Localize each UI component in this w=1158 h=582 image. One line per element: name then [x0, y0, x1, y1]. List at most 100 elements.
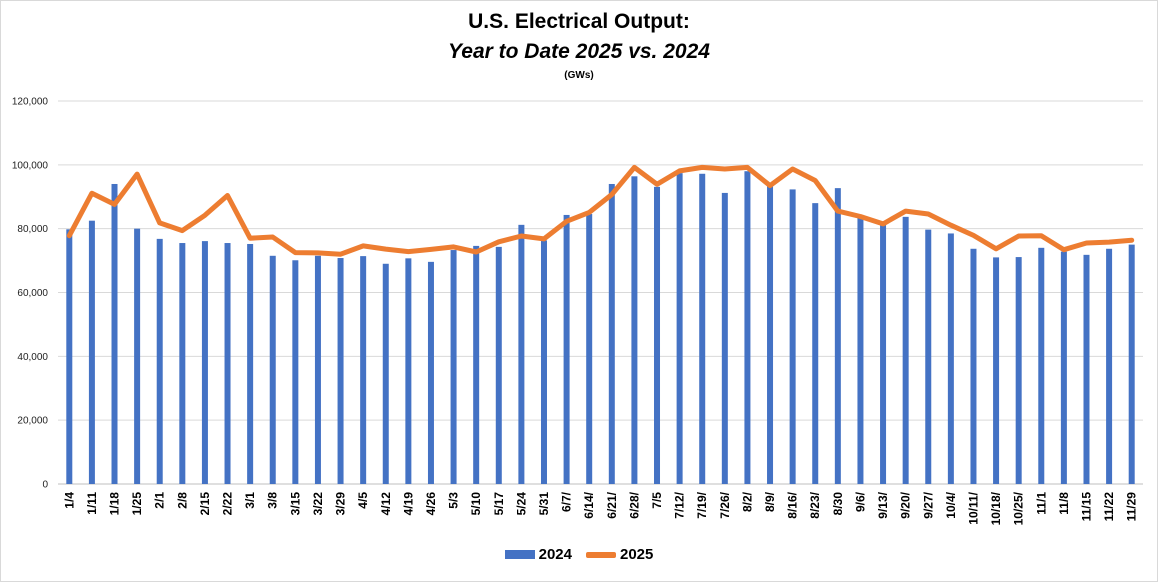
x-tick-label: 5/10: [469, 492, 483, 516]
bar-2024: [631, 176, 638, 484]
x-tick-label: 10/18/: [989, 491, 1003, 525]
bar-2024: [247, 243, 254, 484]
bar-2024: [699, 173, 706, 484]
bar-2024: [789, 189, 796, 484]
x-tick-label: 3/8: [266, 492, 280, 509]
bar-2024: [360, 256, 367, 484]
y-tick-label: 120,000: [12, 97, 49, 108]
x-tick-label: 8/2/: [740, 491, 754, 512]
y-tick-label: 100,000: [12, 160, 49, 171]
bar-2024: [880, 224, 887, 484]
legend-label-2025: 2025: [620, 546, 654, 563]
y-tick-label: 80,000: [17, 224, 48, 235]
x-tick-label: 8/30: [831, 492, 845, 516]
bar-2024: [314, 255, 321, 484]
bar-2024: [1083, 254, 1090, 484]
y-tick-label: 0: [42, 480, 48, 491]
x-tick-label: 3/29: [334, 492, 348, 516]
bar-2024: [111, 183, 118, 484]
x-tick-label: 5/24: [514, 492, 528, 516]
x-tick-label: 4/12: [379, 492, 393, 516]
legend-swatch-2025: [586, 551, 616, 558]
x-tick-label: 8/23/: [808, 491, 822, 518]
legend-item-2024: 2024: [504, 546, 572, 563]
x-tick-label: 1/4: [62, 492, 76, 509]
y-tick-label: 60,000: [17, 288, 48, 299]
bar-2024: [902, 216, 909, 485]
bar-2024: [427, 261, 434, 484]
bar-2024: [1038, 247, 1045, 484]
x-tick-label: 6/21/: [605, 491, 619, 518]
bar-2024: [947, 233, 954, 484]
x-tick-label: 9/27/: [921, 491, 935, 518]
x-tick-label: 9/13/: [876, 491, 890, 518]
bar-2024: [179, 243, 186, 484]
x-tick-label: 5/3: [447, 492, 461, 509]
bar-2024: [450, 250, 457, 484]
x-tick-label: 10/4/: [944, 491, 958, 518]
bar-2024: [382, 263, 389, 484]
bar-2024: [292, 260, 299, 484]
bar-2024: [834, 188, 841, 484]
bar-2024: [134, 228, 141, 484]
legend-label-2024: 2024: [538, 546, 572, 563]
x-tick-label: 4/19: [401, 492, 415, 516]
bar-2024: [473, 245, 480, 484]
x-tick-label: 1/18: [108, 492, 122, 516]
bar-2024: [812, 203, 819, 484]
bar-2024: [224, 243, 231, 484]
bar-2024: [608, 183, 615, 484]
x-tick-label: 10/11/: [966, 491, 980, 524]
x-tick-label: 1/25: [130, 492, 144, 516]
x-tick-label: 11/8: [1057, 492, 1071, 515]
y-tick-label: 20,000: [17, 416, 48, 427]
line-2025: [66, 164, 1135, 257]
x-tick-label: 7/12/: [673, 491, 687, 518]
x-tick-label: 6/7/: [560, 491, 574, 512]
x-tick-label: 2/1: [153, 492, 167, 509]
y-tick-label: 40,000: [17, 352, 48, 363]
bar-2024: [586, 213, 593, 485]
bar-2024: [857, 214, 864, 484]
bar-2024: [1060, 251, 1067, 484]
x-tick-label: 7/5: [650, 492, 664, 509]
chart-title: U.S. Electrical Output:: [468, 10, 690, 33]
x-tick-label: 9/20/: [899, 491, 913, 518]
bar-2024: [495, 246, 502, 484]
bar-2024: [540, 240, 547, 484]
x-tick-label: 4/26: [424, 492, 438, 516]
bar-2024: [925, 229, 932, 484]
bar-2024: [1128, 244, 1135, 484]
x-tick-label: 11/29: [1125, 492, 1139, 522]
x-tick-label: 2/22: [221, 492, 235, 516]
x-tick-label: 3/1: [243, 492, 257, 509]
x-tick-label: 4/5: [356, 492, 370, 509]
bar-2024: [518, 224, 525, 484]
bar-2024: [1015, 257, 1022, 484]
bar-2024: [269, 255, 276, 484]
bar-2024: [767, 185, 774, 484]
x-tick-label: 1/11: [85, 492, 99, 515]
x-tick-label: 5/31: [537, 492, 551, 516]
x-tick-label: 6/28/: [627, 491, 641, 518]
bar-2024: [201, 241, 208, 484]
bar-2024: [405, 258, 412, 484]
bar-2024: [88, 220, 95, 484]
bar-2024: [676, 173, 683, 485]
bar-2024: [1106, 248, 1113, 484]
legend-swatch-2024: [504, 550, 535, 559]
bar-2024: [66, 229, 73, 484]
x-tick-label: 8/9/: [763, 491, 777, 512]
chart-unit-label: (GWs): [564, 70, 594, 81]
bar-2024: [337, 258, 344, 484]
x-tick-label: 11/1: [1034, 492, 1048, 515]
bar-2024: [721, 192, 728, 485]
x-tick-label: 2/8: [175, 492, 189, 509]
x-tick-label: 7/19/: [695, 491, 709, 518]
legend: 2024 2025: [0, 546, 1158, 563]
chart-subtitle: Year to Date 2025 vs. 2024: [448, 40, 710, 63]
bar-2024: [654, 186, 661, 484]
x-tick-label: 3/22: [311, 492, 325, 516]
